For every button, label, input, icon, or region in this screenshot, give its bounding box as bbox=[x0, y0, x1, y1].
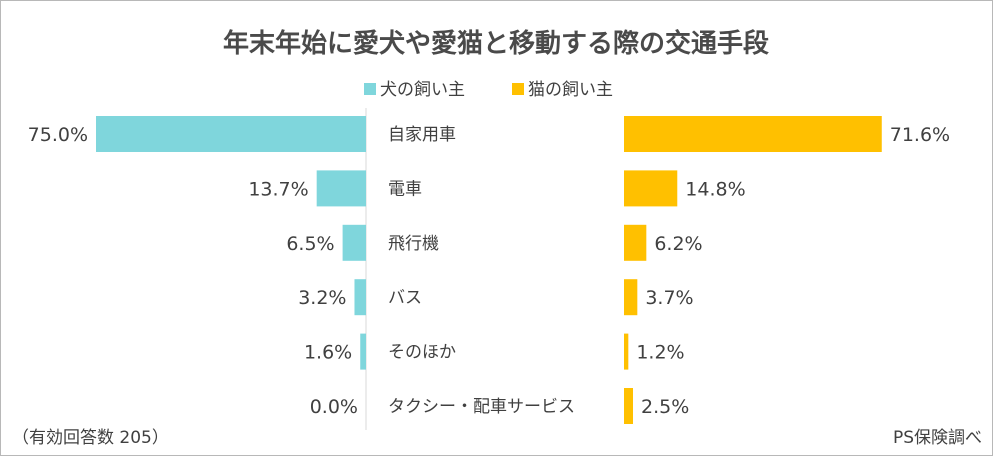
bar-dog-3 bbox=[354, 279, 366, 316]
value-label-cat-3: 3.7% bbox=[645, 287, 693, 309]
category-label-0: 自家用車 bbox=[388, 125, 456, 145]
footnote-sample-size: （有効回答数 205） bbox=[12, 428, 169, 448]
category-label-1: 電車 bbox=[388, 179, 422, 199]
bar-cat-2 bbox=[624, 224, 647, 261]
legend-swatch-dog bbox=[364, 83, 376, 95]
value-label-dog-3: 3.2% bbox=[298, 287, 346, 309]
chart-title: 年末年始に愛犬や愛猫と移動する際の交通手段 bbox=[223, 28, 769, 59]
legend-swatch-cat bbox=[512, 83, 524, 95]
value-label-dog-2: 6.5% bbox=[286, 233, 334, 255]
footnote-source: PS保険調べ bbox=[893, 428, 982, 448]
bar-cat-4 bbox=[624, 333, 629, 370]
value-label-cat-1: 14.8% bbox=[685, 178, 745, 200]
bar-dog-2 bbox=[342, 224, 366, 261]
category-label-5: タクシー・配車サービス bbox=[388, 397, 575, 417]
value-label-cat-2: 6.2% bbox=[654, 233, 702, 255]
category-label-2: 飛行機 bbox=[388, 234, 439, 254]
value-label-dog-0: 75.0% bbox=[28, 124, 88, 146]
bar-cat-3 bbox=[624, 279, 638, 316]
bar-cat-1 bbox=[624, 170, 678, 207]
legend: 犬の飼い主 猫の飼い主 bbox=[364, 80, 613, 100]
category-label-4: そのほか bbox=[388, 343, 456, 363]
bar-cat-0 bbox=[624, 116, 882, 152]
bar-dog-0 bbox=[96, 116, 366, 152]
value-label-cat-4: 1.2% bbox=[636, 342, 684, 364]
value-label-dog-5: 0.0% bbox=[310, 396, 358, 418]
category-label-3: バス bbox=[388, 288, 422, 308]
value-label-cat-0: 71.6% bbox=[890, 124, 950, 146]
bar-dog-1 bbox=[316, 170, 366, 207]
bars-group: 75.0% 自家用車 71.6% 13.7% 電車 14.8% 6.5% 飛行機 6.2% 3.2… bbox=[28, 116, 950, 424]
value-label-cat-5: 2.5% bbox=[641, 396, 689, 418]
bar-dog-4 bbox=[360, 333, 366, 370]
legend-label-dog: 犬の飼い主 bbox=[380, 80, 465, 100]
value-label-dog-1: 13.7% bbox=[248, 178, 308, 200]
value-label-dog-4: 1.6% bbox=[304, 342, 352, 364]
legend-label-cat: 猫の飼い主 bbox=[528, 80, 613, 100]
bar-cat-5 bbox=[624, 388, 633, 424]
